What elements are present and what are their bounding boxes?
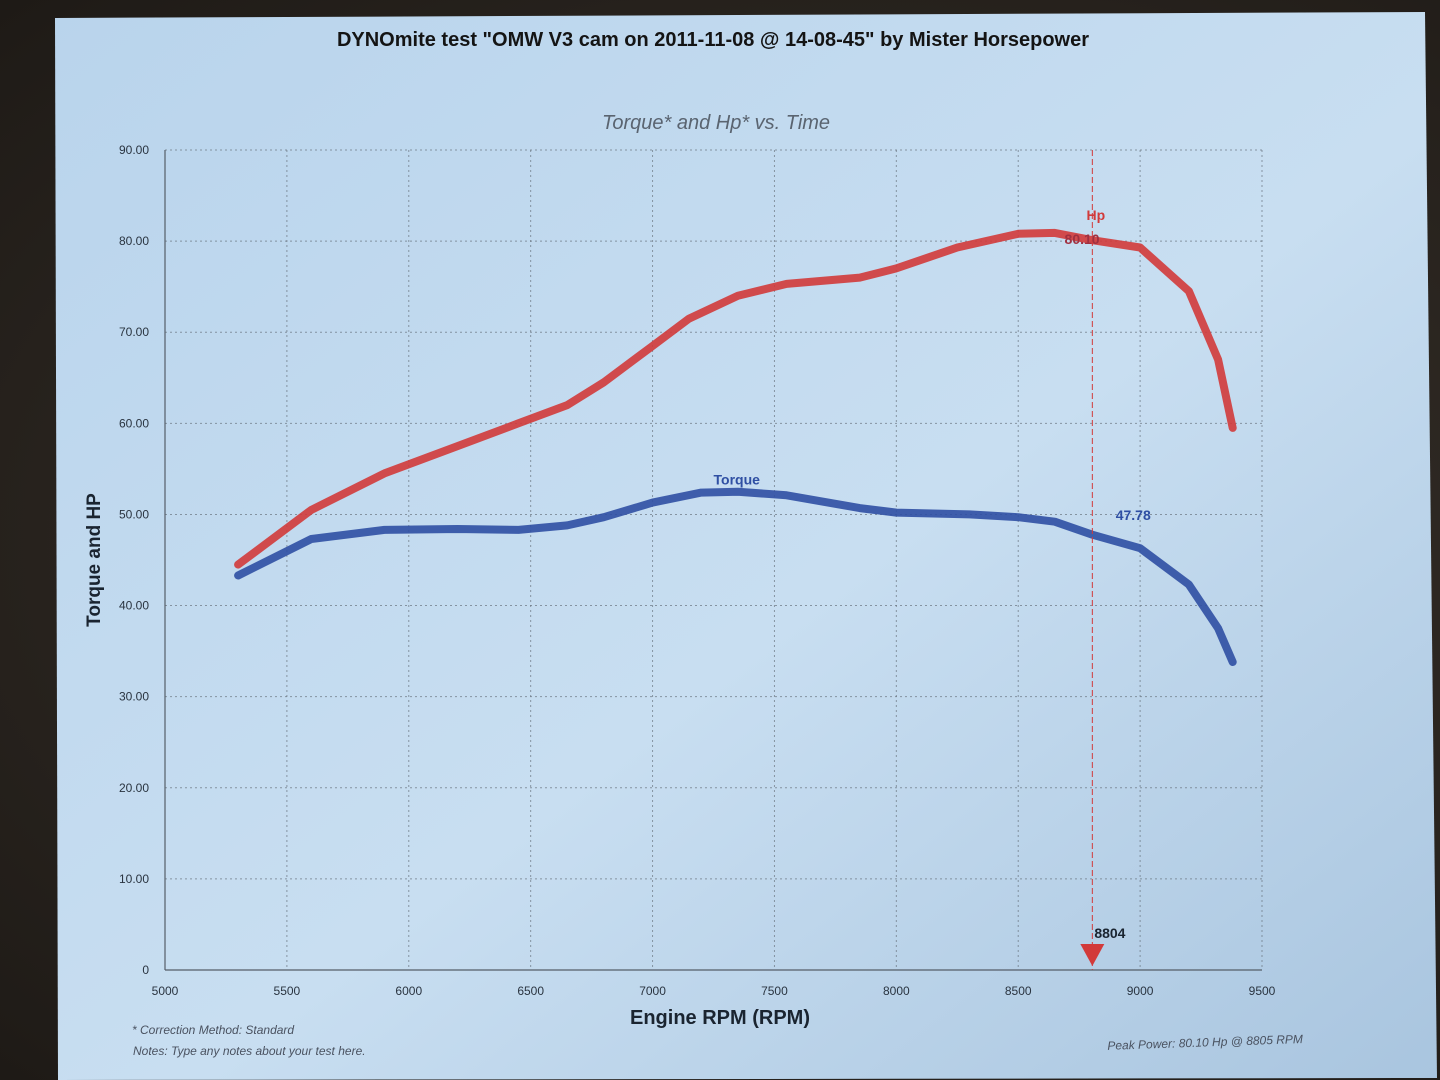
correction-note: * Correction Method: Standard	[132, 1023, 294, 1037]
chart-axes	[164, 150, 1262, 971]
series-line-torque	[234, 487, 1237, 666]
series-line-hp	[234, 228, 1237, 569]
chart-grid	[165, 149, 1263, 970]
x-tick-label: 8000	[883, 984, 910, 998]
marker-triangle	[1080, 944, 1105, 966]
y-tick-label: 50.00	[119, 507, 149, 521]
chart-ticks: 5000 5500 6000 6500 7000 7500 8000 8500 9000 9500…	[119, 143, 1276, 998]
y-tick-label: 80.00	[119, 234, 149, 248]
x-tick-label: 7500	[761, 984, 788, 998]
notes-text: Notes: Type any notes about your test he…	[133, 1044, 366, 1058]
y-tick-label: 70.00	[119, 325, 149, 339]
x-tick-label: 7000	[639, 984, 666, 998]
y-tick-label: 20.00	[119, 781, 149, 795]
x-tick-label: 8500	[1005, 984, 1032, 998]
x-tick-label: 5500	[274, 984, 301, 998]
y-tick-label: 30.00	[119, 690, 149, 704]
y-tick-label: 10.00	[119, 872, 149, 886]
x-tick-label: 6500	[517, 984, 544, 998]
marker-label: 8804	[1094, 925, 1125, 941]
data-label: Hp	[1086, 207, 1105, 223]
chart-series	[234, 228, 1237, 666]
chart-title: DYNOmite test "OMW V3 cam on 2011-11-08 …	[337, 29, 1089, 51]
peak-power-note: Peak Power: 80.10 Hp @ 8805 RPM	[1107, 1032, 1303, 1053]
chart-annotations: Hp 80.10 Torque 47.78	[714, 207, 1151, 523]
x-tick-label: 9500	[1249, 984, 1276, 998]
x-tick-label: 6000	[395, 984, 422, 998]
y-tick-label: 40.00	[119, 599, 149, 613]
x-axis-label: Engine RPM (RPM)	[630, 1007, 810, 1029]
peak-marker: 8804	[1080, 150, 1126, 970]
y-axis-label: Torque and HP	[84, 493, 105, 627]
y-tick-label: 90.00	[119, 143, 149, 157]
y-tick-label: 0	[142, 963, 149, 977]
y-tick-label: 60.00	[119, 416, 149, 430]
data-label: 80.10	[1065, 231, 1100, 247]
x-tick-label: 5000	[152, 984, 179, 998]
paper-sheet	[55, 12, 1437, 1080]
data-label: 47.78	[1116, 507, 1151, 523]
chart-subtitle: Torque* and Hp* vs. Time	[602, 112, 830, 134]
x-tick-label: 9000	[1127, 984, 1154, 998]
data-label: Torque	[714, 471, 761, 487]
